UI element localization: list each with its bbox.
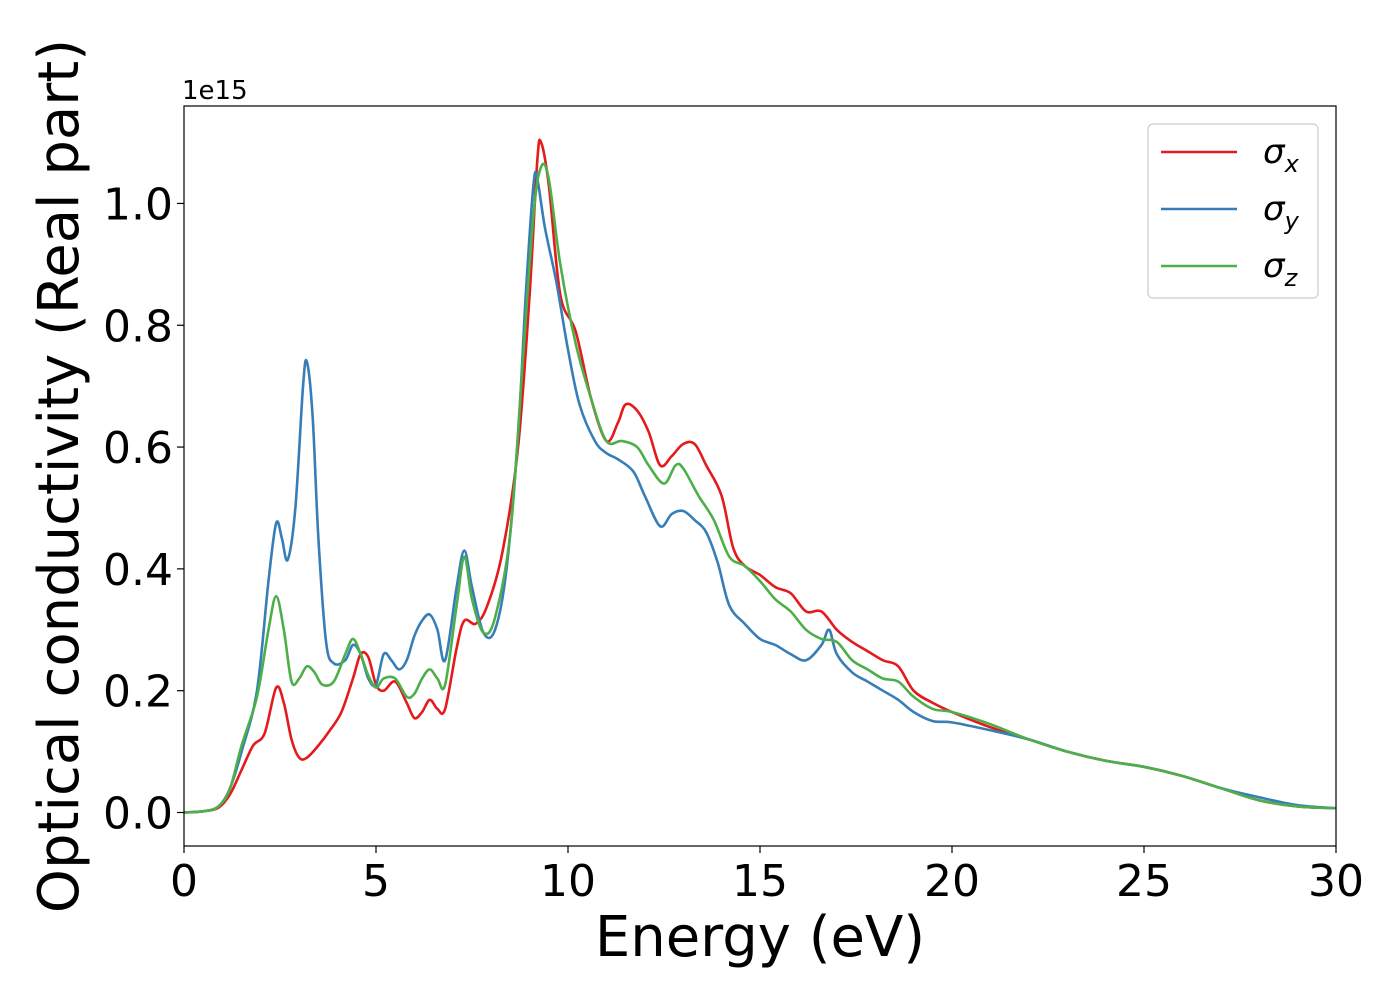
legend-label-z: σz	[1263, 246, 1299, 292]
y-tick-label: 0.4	[103, 545, 173, 596]
y-offset-label: 1e15	[182, 76, 248, 106]
x-tick-label: 10	[540, 856, 596, 907]
legend-label-x: σx	[1263, 132, 1300, 178]
y-tick-label: 0.2	[103, 667, 173, 718]
y-tick-label: 0.6	[103, 423, 173, 474]
x-tick-label: 25	[1116, 856, 1172, 907]
legend: σx σy σz	[1147, 123, 1319, 299]
x-axis-label: Energy (eV)	[595, 905, 925, 970]
series-line-y	[184, 170, 1336, 814]
y-tick-label: 0.8	[103, 301, 173, 352]
x-tick-label: 15	[732, 856, 788, 907]
legend-label-y: σy	[1263, 189, 1300, 235]
x-axis: 0 5 10 15 20 25 30	[170, 846, 1364, 907]
x-tick-label: 0	[170, 856, 198, 907]
x-tick-label: 30	[1308, 856, 1364, 907]
y-tick-label: 1.0	[103, 179, 173, 230]
y-tick-label: 0.0	[103, 789, 173, 840]
y-axis: 0.0 0.2 0.4 0.6 0.8 1.0	[103, 179, 184, 840]
x-tick-label: 5	[362, 856, 390, 907]
series-layer	[184, 138, 1336, 814]
x-tick-label: 20	[924, 856, 980, 907]
y-axis-label: Optical conductivity (Real part)	[27, 39, 92, 913]
legend-box	[1147, 123, 1319, 299]
series-line-x	[184, 138, 1336, 814]
series-line-z	[184, 162, 1336, 814]
